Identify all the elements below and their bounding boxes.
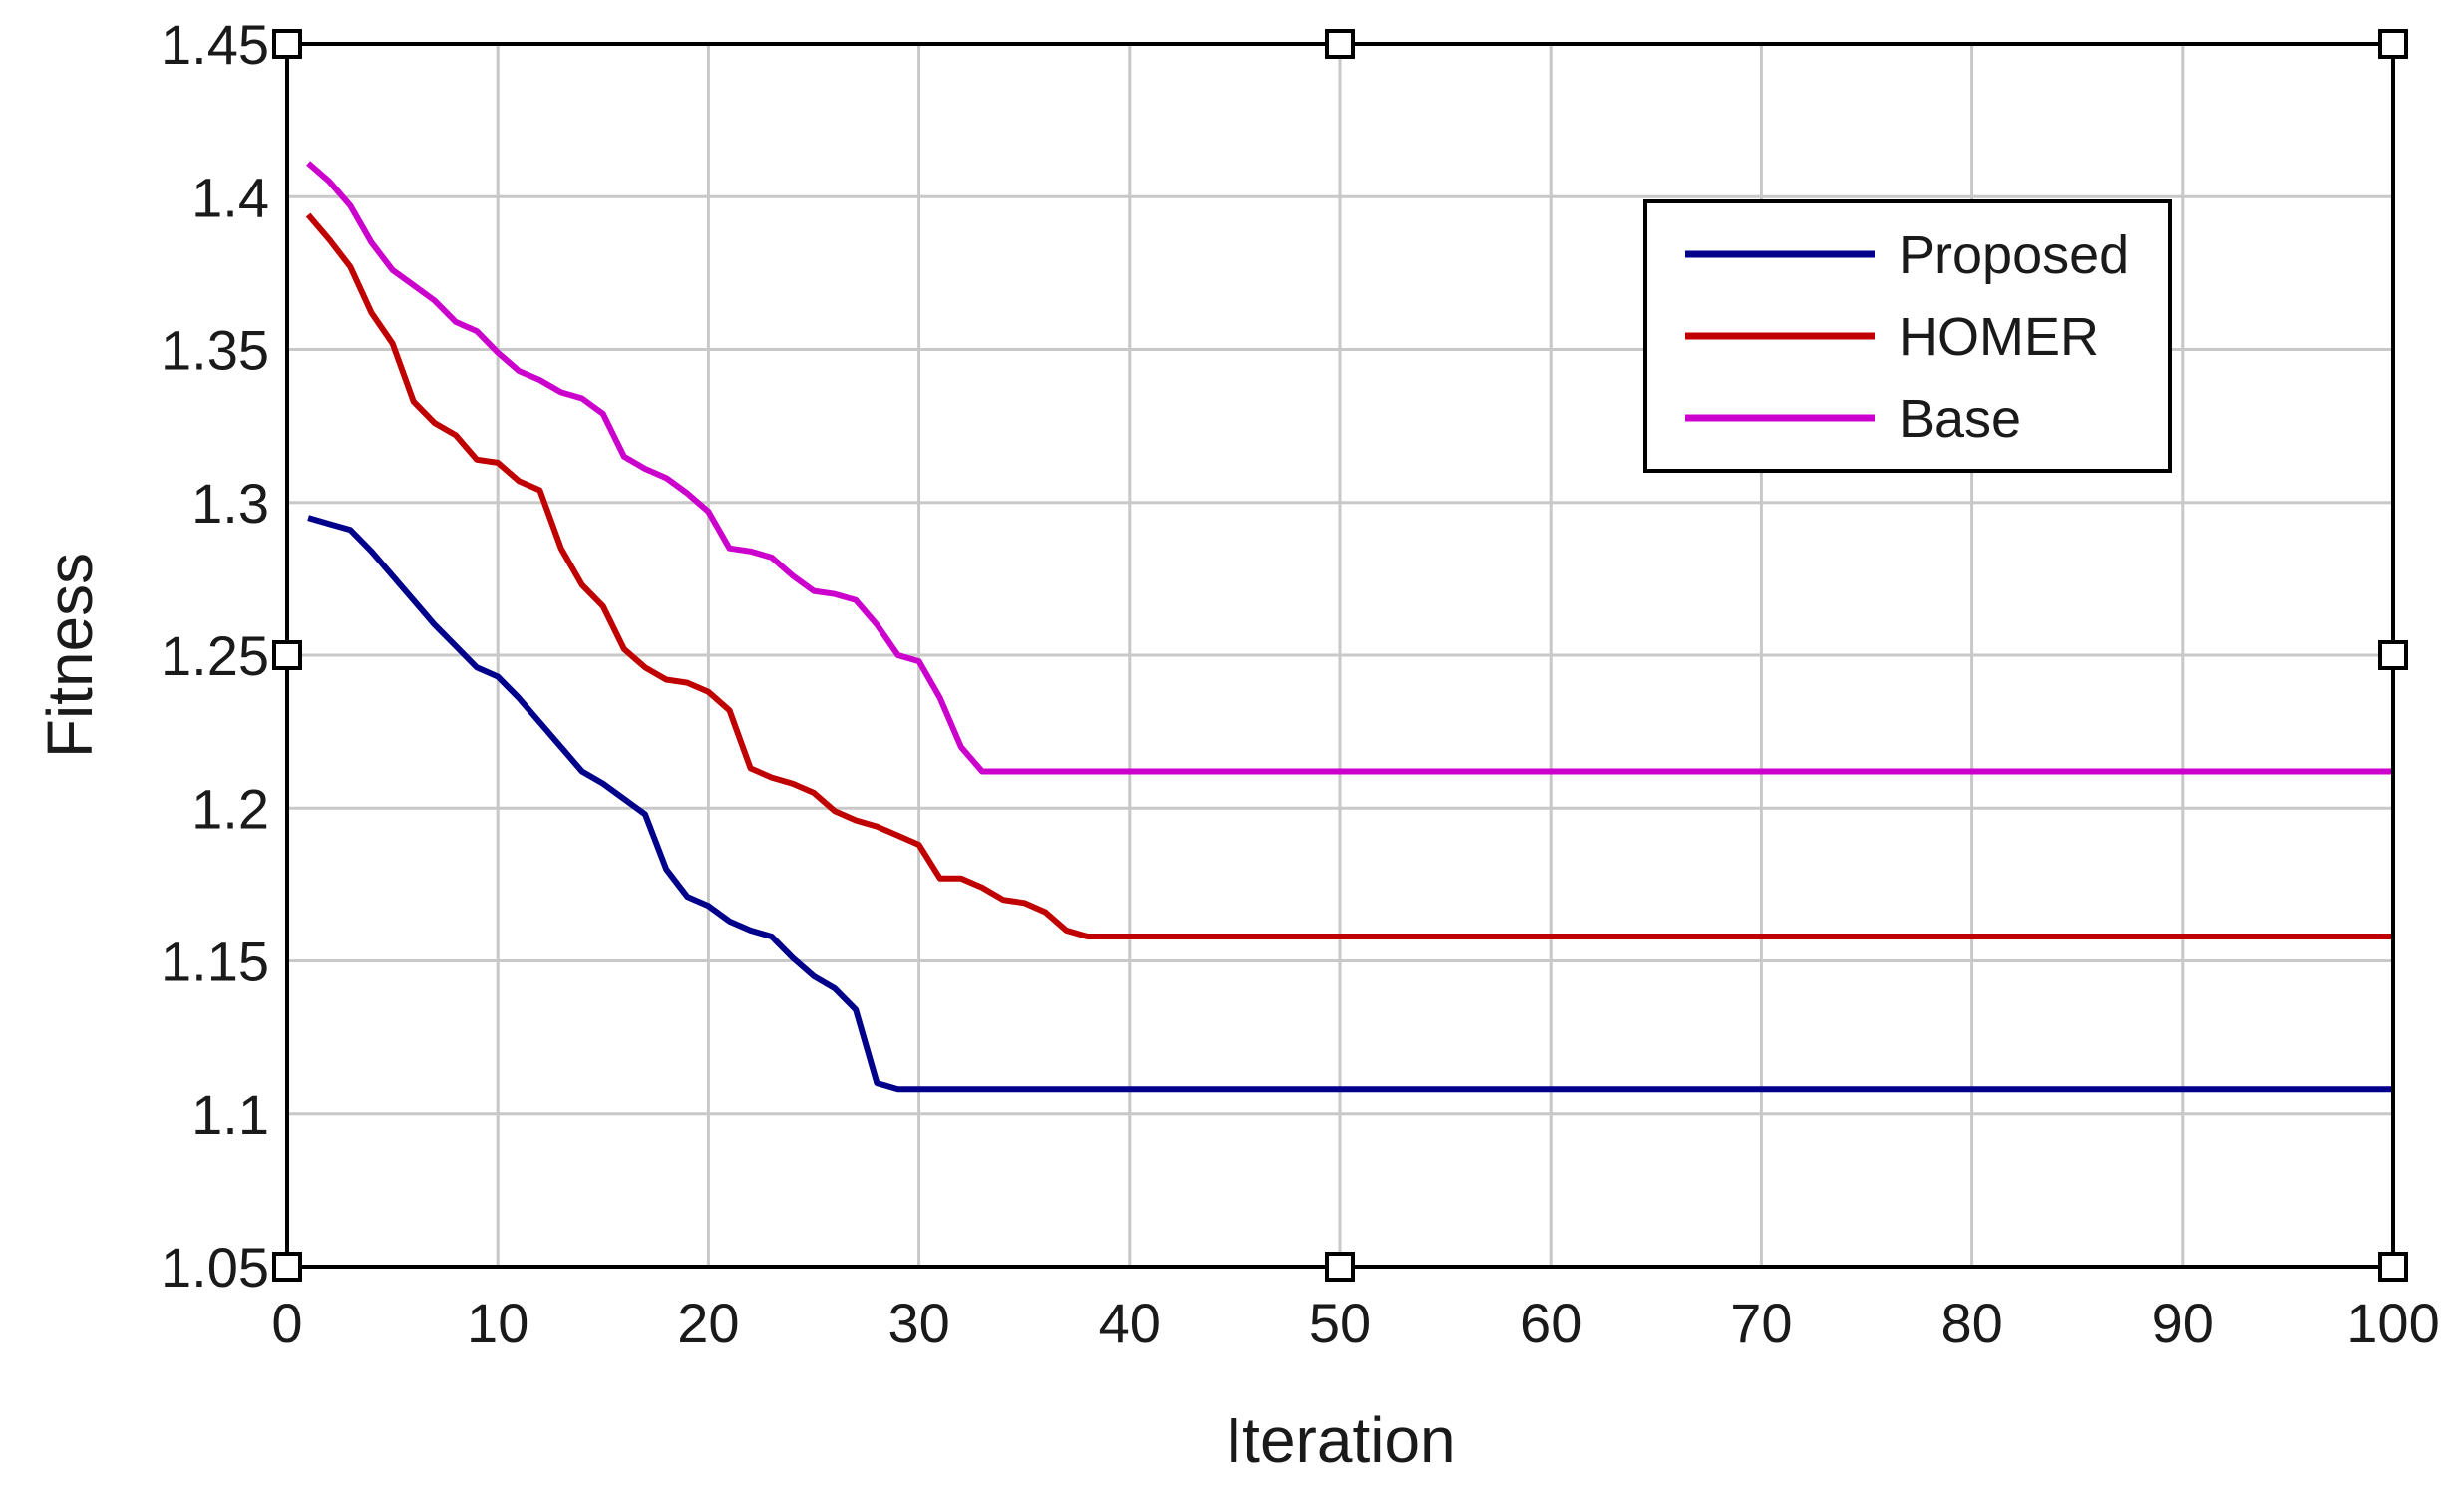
- x-tick-label: 30: [887, 1292, 949, 1354]
- y-tick-label: 1.05: [161, 1236, 269, 1299]
- legend-label-base: Base: [1899, 389, 2021, 449]
- y-tick-labels: 1.05 1.1 1.15 1.2 1.25 1.3 1.35 1.4 1.45: [161, 13, 269, 1299]
- x-tick-label: 80: [1940, 1292, 2002, 1354]
- y-tick-label: 1.3: [191, 472, 269, 535]
- x-tick-label: 40: [1099, 1292, 1161, 1354]
- series-lines: [305, 161, 2393, 1093]
- legend-label-proposed: Proposed: [1899, 225, 2129, 285]
- legend: Proposed HOMER Base: [1643, 199, 2172, 473]
- y-axis-label: Fitness: [34, 553, 106, 758]
- x-tick-labels: 0 10 20 30 40 50 60 70 80 90 100: [271, 1292, 2439, 1354]
- frame-marker: [272, 29, 302, 59]
- series-line-proposed: [307, 515, 2393, 1093]
- x-tick-label: 50: [1309, 1292, 1371, 1354]
- frame-markers: [272, 29, 2408, 1282]
- frame-marker: [2378, 640, 2408, 670]
- x-tick-label: 100: [2346, 1292, 2439, 1354]
- series-line-homer: [305, 212, 2393, 939]
- frame-marker: [2378, 29, 2408, 59]
- x-tick-label: 20: [677, 1292, 739, 1354]
- legend-label-homer: HOMER: [1899, 307, 2099, 367]
- y-tick-label: 1.15: [161, 931, 269, 993]
- y-tick-label: 1.1: [191, 1083, 269, 1146]
- y-tick-label: 1.45: [161, 13, 269, 76]
- y-tick-label: 1.25: [161, 624, 269, 687]
- frame-marker: [272, 640, 302, 670]
- x-tick-label: 90: [2152, 1292, 2214, 1354]
- x-tick-label: 70: [1730, 1292, 1792, 1354]
- x-tick-label: 0: [271, 1292, 302, 1354]
- y-tick-label: 1.2: [191, 777, 269, 840]
- frame-marker: [272, 1252, 302, 1282]
- x-tick-label: 60: [1520, 1292, 1582, 1354]
- series-line-base: [306, 161, 2393, 775]
- x-tick-label: 10: [467, 1292, 528, 1354]
- y-tick-label: 1.4: [191, 166, 269, 228]
- frame-marker: [2378, 1252, 2408, 1282]
- frame-marker: [1325, 1252, 1355, 1282]
- frame-marker: [1325, 29, 1355, 59]
- y-tick-label: 1.35: [161, 319, 269, 382]
- x-axis-label: Iteration: [1225, 1404, 1455, 1476]
